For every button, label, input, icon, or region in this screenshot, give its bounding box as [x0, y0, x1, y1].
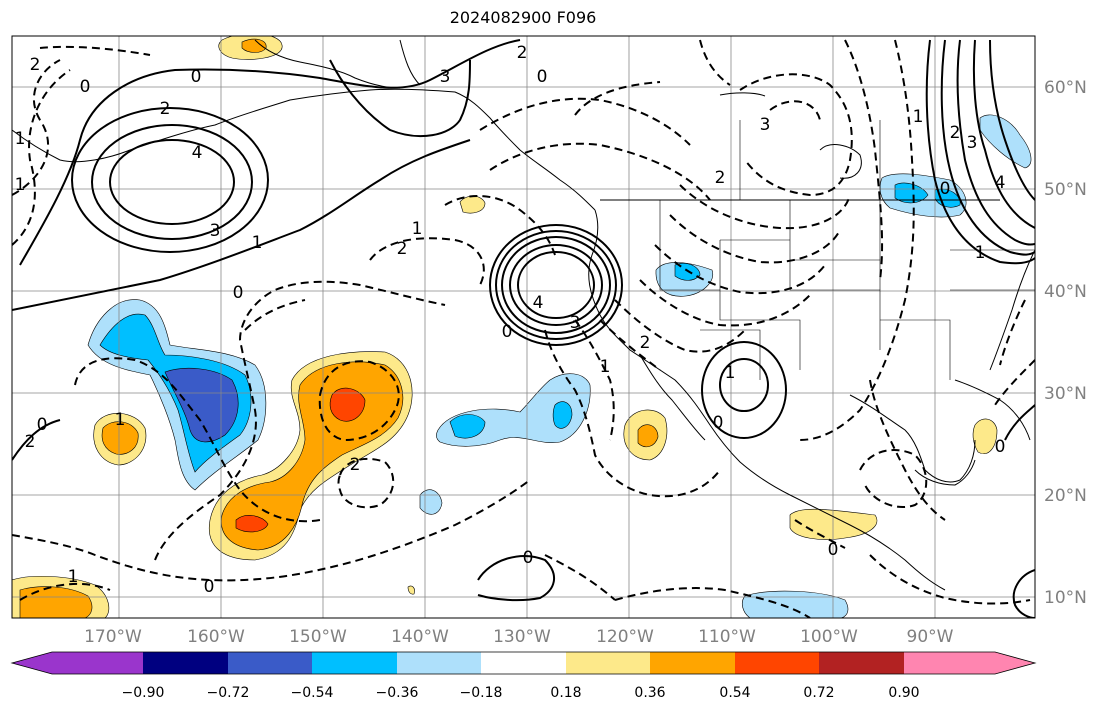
contour-label: 0 [80, 77, 91, 97]
map-frame [11, 35, 1036, 619]
contour-label: 1 [725, 363, 736, 383]
contour-label: 1 [913, 107, 924, 127]
colorbar-segment [904, 652, 995, 674]
contour-label: 2 [30, 55, 41, 75]
colorbar-tick-label: 0.54 [719, 685, 750, 701]
colorbar-tick-label: 0.36 [634, 685, 665, 701]
contour-label: 1 [975, 243, 986, 263]
contours-dashed [12, 39, 1035, 618]
contour-label: 1 [15, 129, 26, 149]
lat-label: 30°N [1044, 384, 1087, 404]
lat-label: 60°N [1044, 78, 1087, 98]
colorbar-tick-label: −0.36 [376, 685, 419, 701]
contour-labels: 0 2 4 3 1 1 0 2 1 2 3 4 0 1 2 3 1 0 2 1 … [15, 43, 1006, 597]
contour-label: 4 [533, 293, 544, 313]
contour-label: 1 [15, 175, 26, 195]
colorbar-extend-min [12, 652, 52, 674]
contour-label: 0 [537, 67, 548, 87]
contour-label: 4 [995, 173, 1006, 193]
contours-solid [12, 39, 1035, 618]
contour-label: 2 [350, 455, 361, 475]
lon-label: 140°W [391, 627, 449, 647]
contour-label: 2 [25, 432, 36, 452]
lon-label: 150°W [289, 627, 347, 647]
lon-label: 120°W [596, 627, 654, 647]
contour-label: 2 [517, 43, 528, 63]
lon-label: 130°W [493, 627, 551, 647]
contour-label: 0 [523, 548, 534, 568]
colorbar-segment [566, 652, 650, 674]
colorbar-segment [143, 652, 228, 674]
colorbar-segment [481, 652, 566, 674]
colorbar-outline [10, 651, 1037, 675]
graticule [12, 36, 1035, 618]
map-area [12, 36, 1035, 618]
contour-label: 3 [440, 67, 451, 87]
contour-label: 0 [204, 577, 215, 597]
lat-label: 20°N [1044, 486, 1087, 506]
colorbar: −0.90 −0.72 −0.54 −0.36 −0.18 0.18 0.36 … [10, 651, 1037, 701]
colorbar-tick-label: −0.18 [460, 685, 503, 701]
colorbar-segment [819, 652, 904, 674]
colorbar-tick-label: −0.90 [122, 685, 165, 701]
lat-label: 10°N [1044, 588, 1087, 608]
lon-label: 170°W [84, 627, 142, 647]
colorbar-segment [52, 652, 143, 674]
contour-label: 1 [115, 410, 126, 430]
contour-label: 2 [397, 239, 408, 259]
contour-label: 2 [160, 99, 171, 119]
contour-label: 0 [191, 67, 202, 87]
lon-labels: 170°W 160°W 150°W 140°W 130°W 120°W 110°… [84, 627, 954, 647]
lon-label: 90°W [907, 627, 954, 647]
contour-label: 0 [713, 413, 724, 433]
colorbar-tick-label: 0.18 [550, 685, 581, 701]
colorbar-tick-label: −0.54 [291, 685, 334, 701]
contour-label: 1 [600, 357, 611, 377]
colorbar-segment [650, 652, 735, 674]
colorbar-tick-label: 0.90 [888, 685, 919, 701]
contour-label: 3 [760, 115, 771, 135]
contour-label: 2 [950, 123, 961, 143]
contour-label: 1 [252, 233, 263, 253]
colorbar-tick-label: 0.72 [803, 685, 834, 701]
contour-label: 4 [192, 143, 203, 163]
colorbar-segment [228, 652, 312, 674]
contour-label: 3 [967, 133, 978, 153]
lon-label: 100°W [800, 627, 858, 647]
colorbar-segment [312, 652, 397, 674]
contour-label: 2 [715, 168, 726, 188]
lat-labels: 60°N 50°N 40°N 30°N 20°N 10°N [1044, 78, 1087, 608]
lon-label: 110°W [698, 627, 756, 647]
colorbar-tick-label: −0.72 [207, 685, 250, 701]
lon-label: 160°W [187, 627, 245, 647]
contour-label: 3 [210, 221, 221, 241]
lat-label: 50°N [1044, 180, 1087, 200]
colorbar-segment [735, 652, 819, 674]
contour-label: 1 [68, 567, 79, 587]
contour-label: 2 [640, 333, 651, 353]
lat-label: 40°N [1044, 282, 1087, 302]
contour-label: 0 [233, 283, 244, 303]
map-title: 2024082900 F096 [449, 8, 597, 27]
state-borders [659, 120, 1035, 380]
colorbar-segment [397, 652, 481, 674]
contour-label: 0 [940, 179, 951, 199]
contour-label: 0 [995, 437, 1006, 457]
contour-label: 3 [570, 313, 581, 333]
contour-label: 0 [828, 540, 839, 560]
contour-label: 1 [412, 219, 423, 239]
contour-label: 0 [37, 415, 48, 435]
colorbar-extend-max [995, 652, 1035, 674]
contour-label: 0 [502, 322, 513, 342]
